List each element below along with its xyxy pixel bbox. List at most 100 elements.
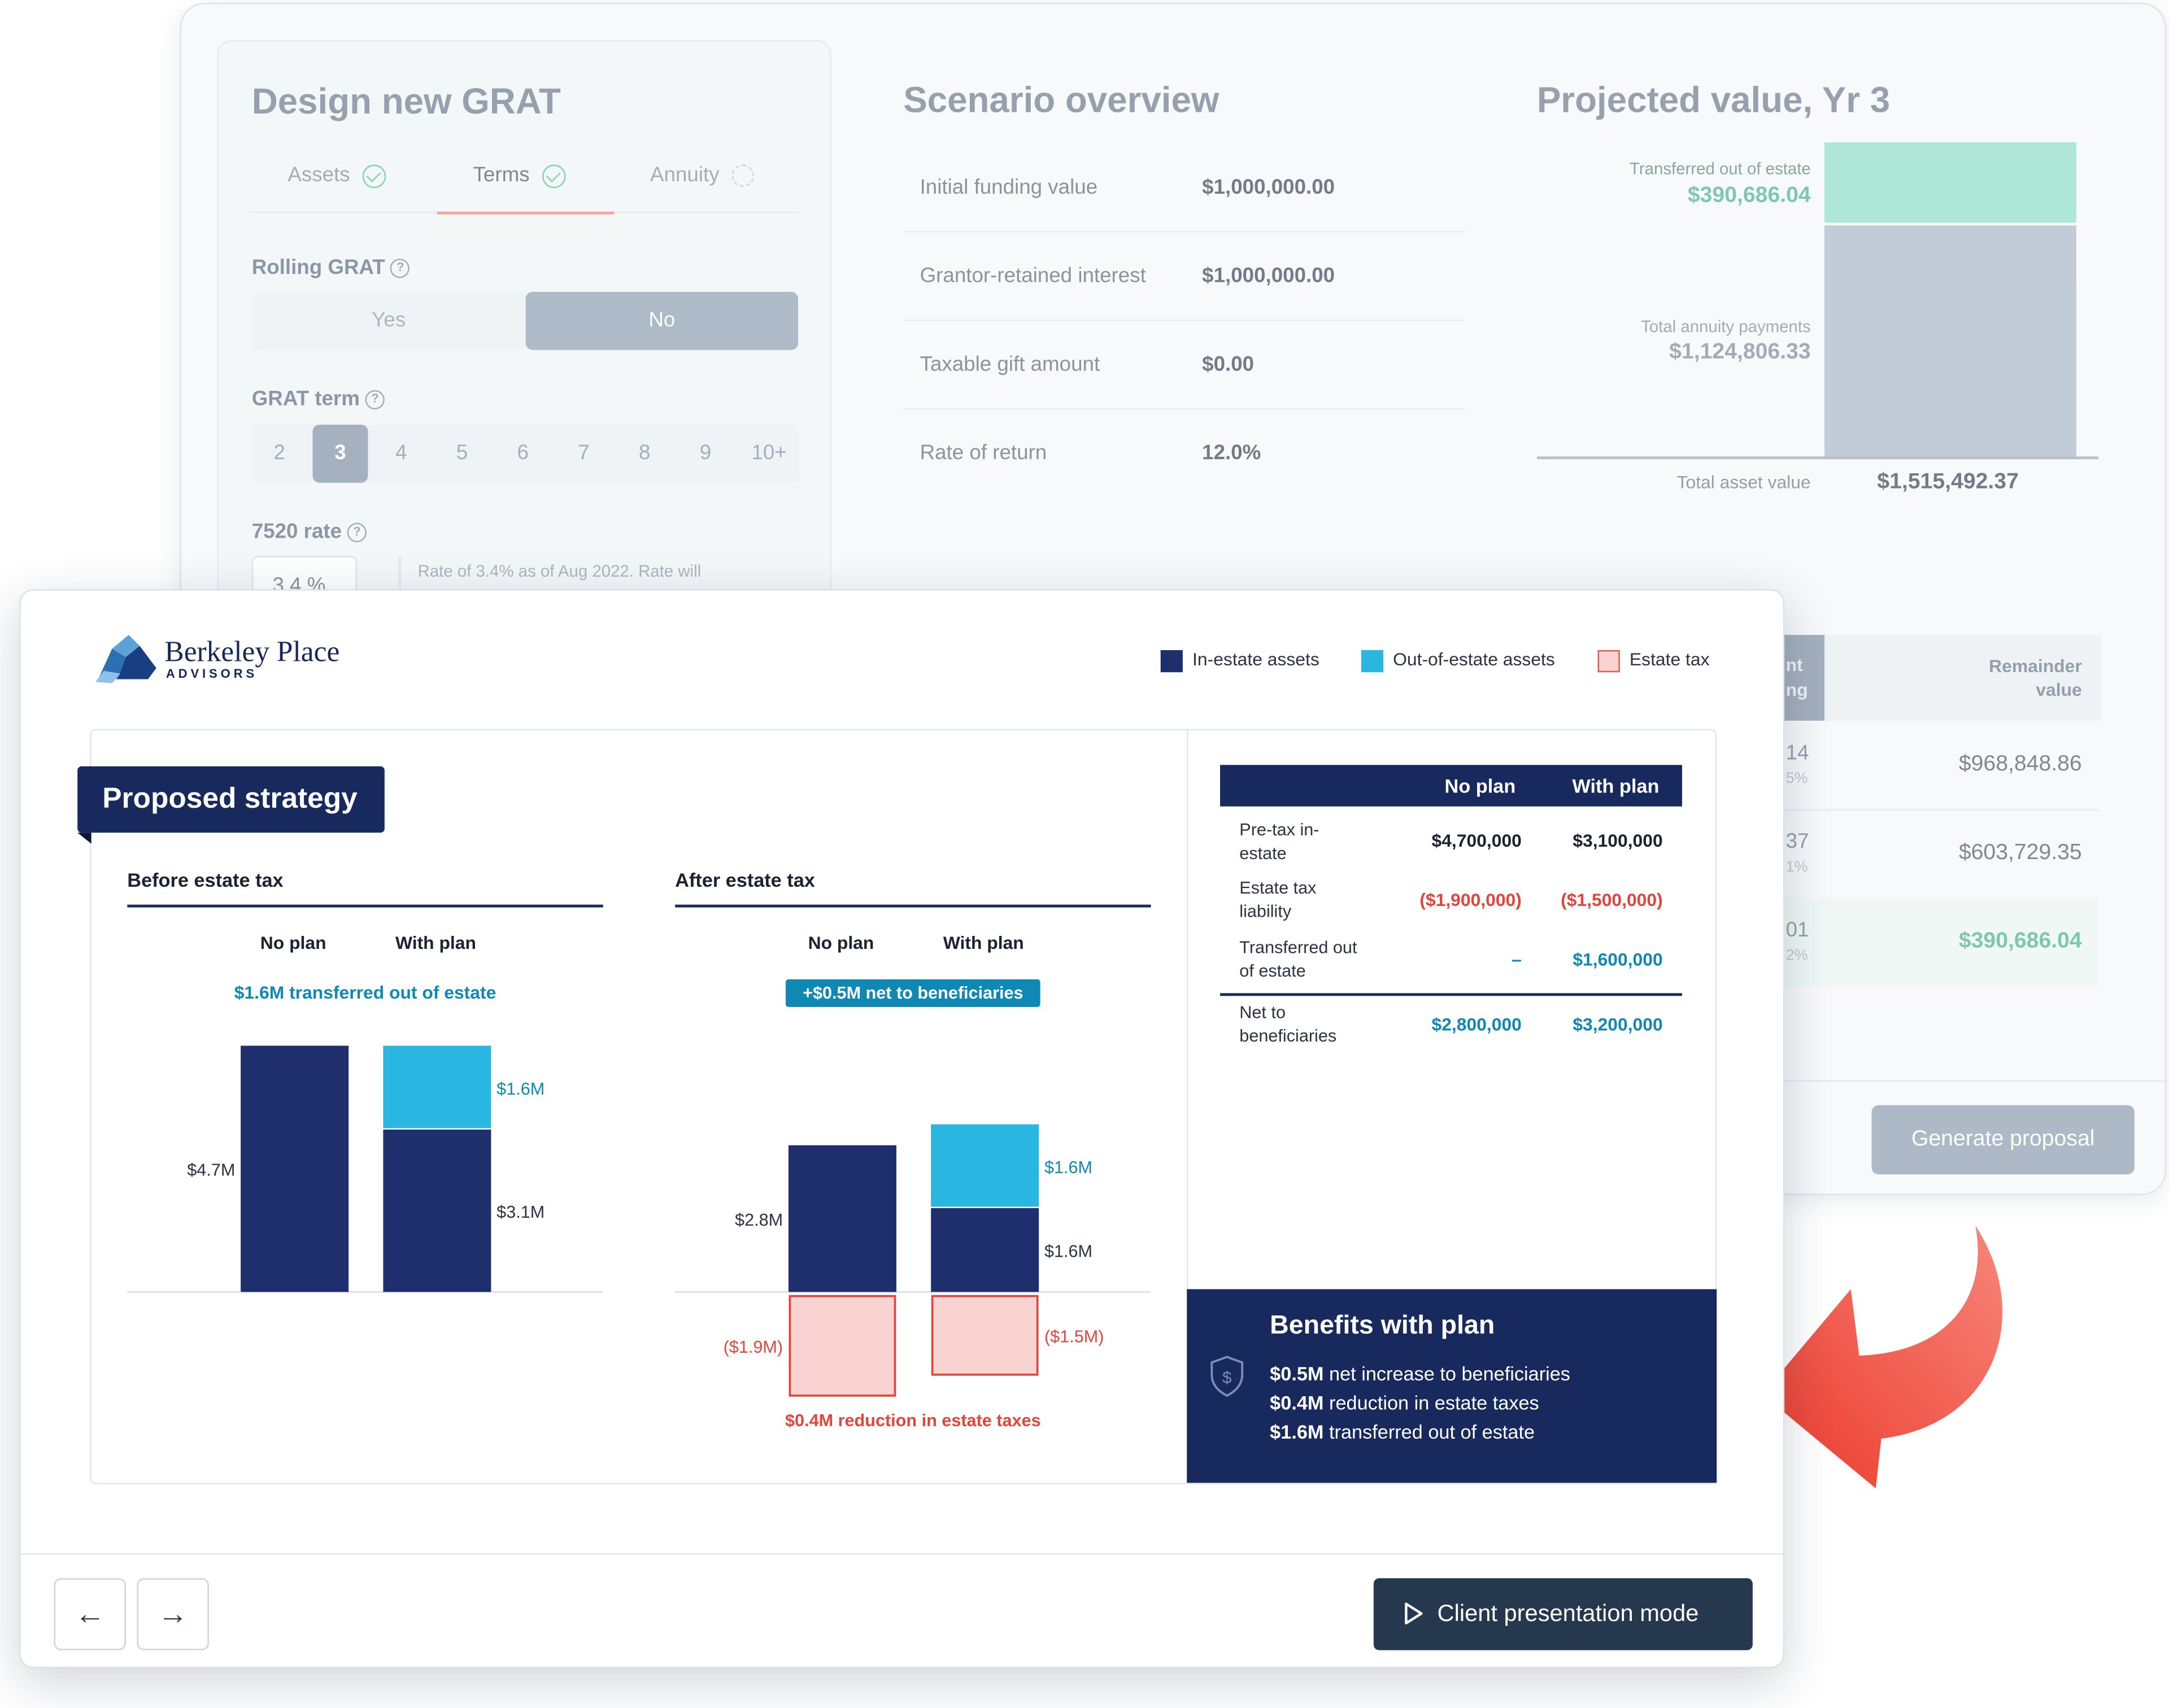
- previous-slide-button[interactable]: ←: [54, 1578, 126, 1650]
- term-option[interactable]: 7: [578, 441, 590, 465]
- presentation-preview: Berkeley Place ADVISORS In-estate assets…: [19, 589, 1785, 1668]
- client-presentation-button[interactable]: Client presentation mode: [1373, 1578, 1753, 1650]
- note-divider: [398, 556, 402, 617]
- rate-label: 7520 rate?: [252, 520, 367, 543]
- before-tax-title: Before estate tax: [127, 868, 284, 891]
- bar-value-label: ($1.9M): [724, 1337, 783, 1357]
- table-cell: $4,700,000: [1431, 830, 1522, 851]
- rolling-yes-option[interactable]: Yes: [251, 291, 526, 350]
- help-icon[interactable]: ?: [365, 390, 385, 409]
- table-cell: –: [1512, 949, 1522, 970]
- loading-icon: [731, 164, 754, 187]
- total-value: $1,515,492.37: [1877, 470, 2019, 494]
- benefits-box: $ Benefits with plan $0.5M net increase …: [1187, 1289, 1717, 1483]
- rolling-no-option[interactable]: No: [525, 291, 799, 350]
- chart-title-rule: [127, 904, 603, 908]
- design-grat-card: Design new GRAT Assets Terms Annuity Rol…: [217, 40, 831, 621]
- legend-in-estate: In-estate assets: [1160, 649, 1319, 672]
- benefit-item: $0.4M reduction in estate taxes: [1270, 1391, 1539, 1414]
- bar-value-label: $1.6M: [1044, 1241, 1092, 1261]
- table-row-label: Pre-tax in-estate: [1239, 820, 1319, 864]
- table-cell: $3,100,000: [1573, 830, 1663, 851]
- arrow-left-icon: ←: [75, 1596, 106, 1631]
- row-value: $1,000,000.00: [1202, 176, 1335, 199]
- row-value: $0.00: [1202, 352, 1255, 377]
- row-divider: [903, 230, 1465, 233]
- legend-estate-tax: Estate tax: [1597, 649, 1710, 672]
- bar-value-label: $3.1M: [496, 1202, 545, 1222]
- active-tab-indicator: [437, 211, 615, 215]
- projected-title: Projected value, Yr 3: [1536, 79, 1891, 121]
- tab-terms[interactable]: Terms: [473, 163, 566, 188]
- footer-divider: [20, 1553, 1783, 1555]
- term-option[interactable]: 6: [517, 441, 529, 465]
- transferred-value: $390,686.04: [1687, 184, 1811, 208]
- row-value: 12.0%: [1202, 441, 1261, 465]
- brand-name: Berkeley Place: [164, 635, 340, 668]
- term-option[interactable]: 2: [273, 441, 285, 465]
- category-label: No plan: [260, 932, 326, 953]
- design-title: Design new GRAT: [251, 80, 561, 122]
- table-cell: $1,600,000: [1573, 949, 1663, 970]
- tax-reduction-note: $0.4M reduction in estate taxes: [785, 1410, 1041, 1431]
- remainder-header-line2: value: [2036, 679, 2082, 700]
- bar-value-label: $4.7M: [187, 1161, 235, 1180]
- cell-partial: 37: [1785, 830, 1809, 854]
- category-label: No plan: [808, 932, 874, 953]
- net-beneficiaries-badge: +$0.5M net to beneficiaries: [786, 979, 1040, 1007]
- table-header-partial: [1783, 635, 1825, 721]
- chart-title-rule: [675, 904, 1151, 908]
- generate-proposal-button[interactable]: Generate proposal: [1871, 1105, 2135, 1175]
- grat-term-label: GRAT term?: [252, 387, 385, 411]
- table-cell: $2,800,000: [1431, 1014, 1522, 1035]
- after-tax-title: After estate tax: [675, 868, 815, 891]
- help-icon[interactable]: ?: [347, 522, 367, 543]
- row-divider: [1783, 809, 2099, 811]
- term-option[interactable]: 5: [456, 441, 468, 465]
- transferred-label: Transferred out of estate: [1629, 159, 1811, 178]
- tab-assets[interactable]: Assets: [288, 163, 386, 188]
- footer-divider: [1783, 1080, 2168, 1082]
- next-slide-button[interactable]: →: [137, 1578, 209, 1650]
- berkeley-place-logo: [95, 635, 156, 683]
- table-cell: $3,200,000: [1573, 1014, 1663, 1035]
- remainder-value: $603,729.35: [1958, 840, 2082, 865]
- tab-annuity[interactable]: Annuity: [650, 163, 754, 187]
- remainder-value-highlight: $390,686.04: [1958, 929, 2082, 953]
- bar-value-label: $2.8M: [735, 1210, 783, 1230]
- panel-divider: [1187, 730, 1188, 1483]
- benefit-item: $0.5M net increase to beneficiaries: [1270, 1362, 1570, 1385]
- row-divider: [903, 408, 1465, 409]
- row-divider: [903, 319, 1465, 321]
- table-col-header: With plan: [1572, 774, 1660, 797]
- summary-table-header: [1220, 765, 1682, 807]
- proposed-strategy-slide: Proposed strategy Before estate tax No p…: [77, 729, 1717, 1484]
- out-of-estate-bar: [383, 1045, 491, 1128]
- term-option-selected[interactable]: 3: [312, 424, 368, 483]
- table-row-label: Estate tax liability: [1239, 878, 1317, 922]
- annuity-bar: [1824, 225, 2076, 458]
- table-row-label: Transferred out of estate: [1239, 938, 1357, 981]
- cell-partial-sub: 1%: [1785, 859, 1808, 876]
- cell-partial-sub: 2%: [1785, 947, 1808, 964]
- svg-text:$: $: [1222, 1369, 1231, 1387]
- legend-swatch: [1160, 649, 1183, 672]
- table-total-rule: [1220, 993, 1682, 996]
- term-option[interactable]: 8: [639, 441, 651, 465]
- curved-arrow-icon: [1762, 1225, 2003, 1489]
- term-option[interactable]: 4: [395, 441, 407, 465]
- term-option[interactable]: 9: [699, 441, 712, 465]
- table-col-header: No plan: [1444, 774, 1516, 797]
- chart-baseline: [1536, 456, 2099, 460]
- total-label: Total asset value: [1676, 472, 1811, 493]
- remainder-header-line1: Remainder: [1989, 655, 2082, 677]
- in-estate-bar: [788, 1145, 896, 1292]
- category-label: With plan: [395, 932, 476, 953]
- term-option[interactable]: 10+: [751, 441, 787, 465]
- rolling-grat-label: Rolling GRAT?: [252, 256, 410, 280]
- in-estate-bar: [931, 1208, 1039, 1292]
- play-icon: [1405, 1602, 1423, 1624]
- help-icon[interactable]: ?: [390, 259, 410, 278]
- remainder-header: [1824, 635, 2102, 721]
- annuity-value: $1,124,806.33: [1669, 340, 1811, 364]
